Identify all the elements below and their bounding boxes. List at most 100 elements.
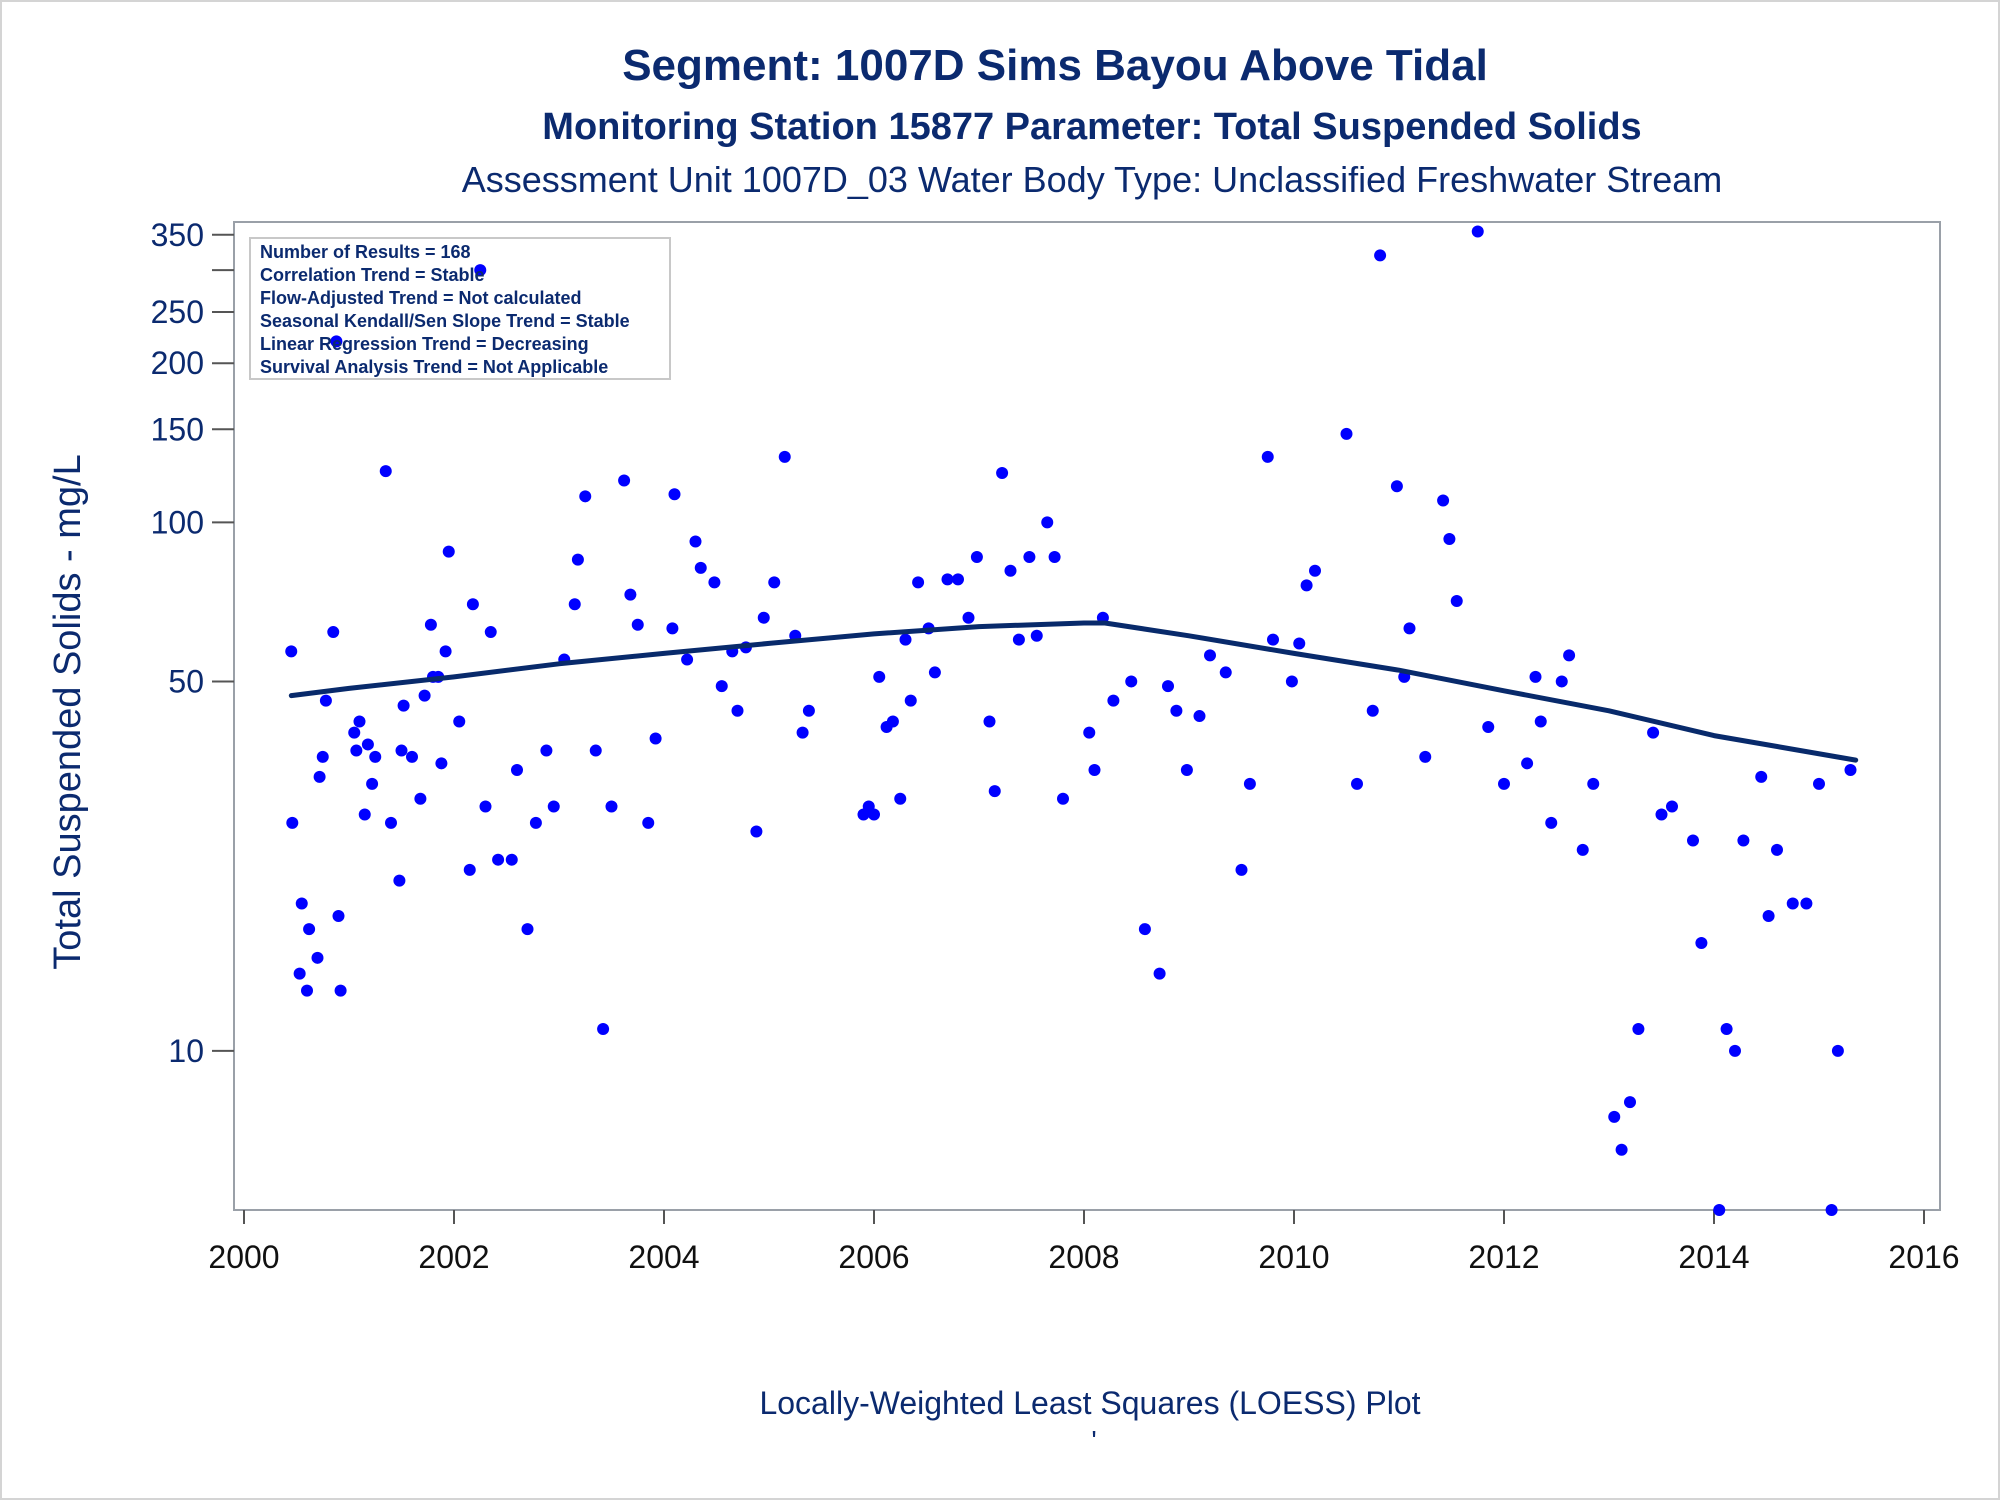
data-point (1437, 494, 1450, 507)
data-point (1267, 633, 1279, 646)
data-point (1030, 629, 1043, 642)
x-tick-label: 2004 (628, 1239, 699, 1275)
data-point (996, 466, 1009, 479)
data-point (571, 553, 584, 566)
data-point (505, 853, 518, 866)
data-point (484, 626, 497, 639)
data-point (369, 750, 382, 763)
data-point (379, 465, 392, 478)
plot-area (233, 221, 1941, 1211)
data-point (886, 715, 899, 728)
stats-box: Number of Results = 168 Correlation Tren… (249, 237, 671, 380)
data-point (1624, 1096, 1636, 1109)
data-point (361, 738, 374, 751)
data-point (624, 588, 637, 601)
data-point (1655, 808, 1668, 821)
y-axis: 10 50 100 150 200 250 350 (151, 217, 234, 1069)
chart-subtitle-2: Assessment Unit 1007D_03 Water Body Type… (462, 159, 1723, 200)
data-point (868, 808, 880, 821)
data-points (285, 225, 1857, 1216)
data-point (1713, 1204, 1726, 1216)
data-point (694, 561, 707, 574)
data-point (689, 535, 702, 548)
data-point (301, 984, 313, 997)
data-point (1831, 1044, 1844, 1057)
x-axis-label: Locally-Weighted Least Squares (LOESS) P… (759, 1385, 1420, 1421)
data-point (348, 726, 361, 739)
data-point (293, 967, 306, 980)
stat-flow-adjusted-trend: Flow-Adjusted Trend = Not calculated (260, 288, 582, 308)
data-point (631, 618, 644, 631)
data-point (424, 618, 437, 631)
data-point (802, 704, 815, 717)
data-point (393, 874, 406, 887)
data-point (1243, 777, 1256, 790)
data-point (350, 744, 363, 757)
data-point (1450, 594, 1463, 607)
data-point (540, 744, 553, 757)
data-point (715, 680, 728, 693)
data-point (463, 863, 476, 876)
data-point (285, 645, 298, 658)
x-tick-label: 2002 (418, 1239, 489, 1275)
data-point (873, 670, 886, 683)
data-point (1521, 757, 1534, 770)
data-point (1309, 564, 1321, 577)
data-point (1193, 710, 1206, 723)
data-point (1366, 704, 1379, 717)
data-point (353, 715, 366, 728)
stats-box-border (249, 237, 671, 380)
data-point (414, 792, 427, 805)
data-point (1545, 816, 1558, 829)
data-point (439, 645, 452, 658)
y-tick-label: 10 (168, 1033, 204, 1069)
x-tick-label: 2008 (1048, 1239, 1119, 1275)
data-point (1235, 863, 1248, 876)
data-point (1285, 675, 1298, 688)
data-point (366, 777, 379, 790)
stat-survival-analysis-trend: Survival Analysis Trend = Not Applicable (260, 357, 608, 377)
data-point (708, 576, 721, 589)
data-point (1293, 637, 1306, 650)
data-point (952, 573, 964, 586)
x-tick-label: 2012 (1468, 1239, 1539, 1275)
data-point (1687, 834, 1699, 847)
data-point (1107, 694, 1120, 707)
footnote-mark: ' (1091, 1425, 1096, 1456)
data-point (286, 816, 299, 829)
x-tick-label: 2016 (1888, 1239, 1959, 1275)
data-point (1471, 225, 1484, 238)
data-point (492, 853, 505, 866)
y-axis-label: Total Suspended Solids - mg/L (47, 454, 89, 969)
data-point (750, 825, 763, 838)
data-point (332, 909, 345, 922)
y-tick-label: 100 (151, 504, 204, 540)
data-point (970, 550, 983, 563)
data-point (1351, 777, 1363, 790)
data-point (1443, 532, 1456, 545)
data-point (1153, 967, 1166, 980)
data-point (1720, 1023, 1733, 1036)
data-point (1180, 763, 1193, 776)
y-tick-label: 200 (151, 345, 204, 381)
data-point (731, 704, 744, 717)
data-point (941, 573, 954, 586)
stat-seasonal-kendall-trend: Seasonal Kendall/Sen Slope Trend = Stabl… (260, 311, 630, 331)
data-point (988, 785, 1001, 798)
data-point (642, 816, 655, 829)
data-point (1615, 1143, 1628, 1156)
data-point (479, 800, 492, 813)
data-point (358, 808, 371, 821)
data-point (757, 611, 770, 624)
data-point (589, 744, 602, 757)
data-point (1737, 834, 1750, 847)
x-tick-label: 2006 (838, 1239, 909, 1275)
data-point (466, 598, 479, 611)
data-point (1695, 936, 1708, 949)
data-point (474, 264, 487, 277)
data-point (1088, 763, 1101, 776)
data-point (894, 792, 907, 805)
data-point (453, 715, 466, 728)
